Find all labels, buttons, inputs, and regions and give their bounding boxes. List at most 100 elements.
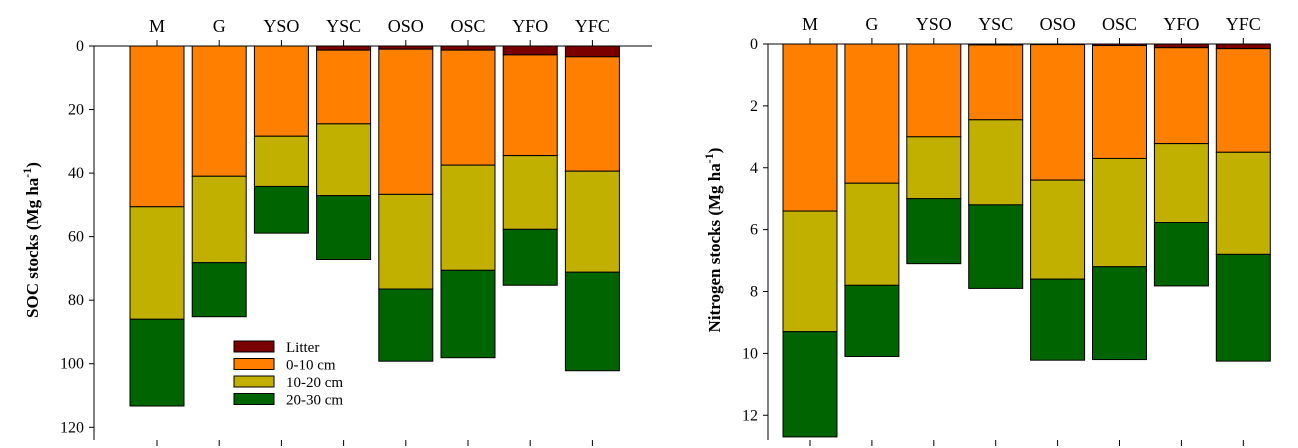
y-tick-label: 80	[68, 292, 84, 309]
y-tick-label: 12	[742, 407, 758, 424]
bar-osc-1	[1092, 45, 1147, 159]
bar-g-3	[191, 262, 247, 318]
bar-osc-3	[1092, 266, 1147, 361]
y-axis-label-close: )	[705, 148, 724, 154]
bar-yfo-2	[502, 155, 558, 230]
y-tick-label: 0	[750, 36, 758, 53]
bar-g-3	[844, 284, 900, 357]
category-label-m: M	[802, 14, 818, 34]
bar-yso-2	[253, 135, 309, 187]
bar-oso-3	[1030, 278, 1086, 361]
y-axis-label-main: Nitrogen stocks (Mg ha	[705, 163, 724, 333]
y-tick-label: 6	[750, 222, 758, 239]
bar-ysc-0	[316, 45, 372, 51]
bar-ysc-3	[968, 204, 1024, 289]
bar-oso-1	[378, 48, 434, 195]
bar-yso-1	[253, 45, 309, 137]
category-label-m: M	[149, 16, 165, 36]
bar-yfo-2	[1153, 143, 1209, 224]
category-label-yso: YSO	[916, 14, 952, 34]
bar-osc-3	[440, 269, 496, 359]
bar-yfo-0	[502, 45, 558, 56]
y-tick-label: 60	[68, 229, 84, 246]
y-axis-label: Nitrogen stocks (Mg ha-1)	[702, 148, 724, 333]
y-tick-label: 4	[750, 160, 758, 177]
y-tick-label: 20	[68, 102, 84, 119]
bar-oso-2	[1030, 179, 1086, 280]
legend-swatch-3	[233, 393, 275, 405]
legend-label-0: Litter	[286, 340, 319, 356]
bar-ysc-1	[316, 49, 372, 125]
y-axis-label-main: SOC stocks (Mg ha	[23, 177, 42, 318]
bar-osc-2	[1092, 157, 1147, 268]
bar-g-2	[844, 182, 900, 286]
bar-g-2	[191, 175, 247, 264]
bar-yfc-2	[1215, 151, 1271, 255]
bar-yfc-1	[1215, 48, 1271, 153]
y-tick-label: 100	[60, 356, 84, 373]
bar-yfo-0	[1153, 43, 1209, 49]
bar-yfc-3	[1215, 253, 1271, 362]
legend-label-2: 10-20 cm	[286, 375, 343, 391]
bar-oso-2	[378, 193, 434, 290]
y-axis-label-close: )	[23, 162, 42, 168]
category-label-osc: OSC	[1102, 14, 1137, 34]
bar-yso-2	[906, 136, 962, 200]
bar-yfo-3	[502, 228, 558, 286]
legend-swatch-2	[233, 375, 275, 388]
bar-yfc-0	[1215, 43, 1271, 50]
bar-m-2	[782, 210, 838, 333]
category-label-yfc: YFC	[575, 16, 610, 36]
bar-yfo-1	[1153, 47, 1209, 145]
bars	[129, 45, 620, 407]
y-tick-label: 120	[60, 419, 84, 436]
legend-swatch-0	[233, 340, 275, 353]
soc-stocks-chart: 0 20 40 60 80 100 120 M G YSO YSC OSO OSC YFO YFC SOC s…	[20, 16, 652, 446]
bar-ysc-1	[968, 44, 1024, 121]
bar-yfc-2	[564, 170, 620, 273]
bar-ysc-2	[968, 119, 1024, 206]
bar-m-3	[129, 318, 185, 407]
y-tick-label: 0	[76, 38, 84, 55]
bar-osc-1	[440, 49, 496, 166]
bar-yso-3	[906, 198, 962, 265]
bar-ysc-3	[316, 195, 372, 261]
legend-label-1: 0-10 cm	[286, 358, 336, 374]
y-axis-label-superscript: -1	[702, 153, 716, 163]
y-tick-label: 10	[742, 345, 758, 362]
bar-osc-2	[440, 164, 496, 271]
category-label-yfc: YFC	[1226, 14, 1261, 34]
category-label-g: G	[213, 16, 226, 36]
category-label-osc: OSC	[450, 16, 485, 36]
bar-yso-3	[253, 185, 309, 234]
y-axis-label-superscript: -1	[20, 168, 34, 178]
bar-ysc-2	[316, 123, 372, 197]
bar-m-1	[782, 43, 838, 212]
category-label-yfo: YFO	[512, 16, 548, 36]
legend-swatch-1	[233, 358, 275, 370]
bar-m-3	[782, 331, 838, 438]
bar-oso-3	[378, 288, 434, 362]
y-tick-label: 2	[750, 98, 758, 115]
bar-yfc-1	[564, 56, 620, 172]
bar-m-1	[129, 45, 185, 208]
y-axis-label: SOC stocks (Mg ha-1)	[20, 162, 42, 318]
bar-yfo-3	[1153, 222, 1209, 287]
category-label-yfo: YFO	[1163, 14, 1199, 34]
category-label-oso: OSO	[1040, 14, 1076, 34]
bar-oso-1	[1030, 44, 1086, 181]
bar-yfc-3	[564, 271, 620, 372]
category-label-oso: OSO	[388, 16, 424, 36]
bars	[782, 43, 1271, 438]
bar-yso-1	[906, 43, 962, 138]
bar-g-1	[191, 45, 247, 177]
category-label-ysc: YSC	[326, 16, 361, 36]
category-label-ysc: YSC	[978, 14, 1013, 34]
bar-yfo-1	[502, 54, 558, 157]
bar-yfc-0	[564, 45, 620, 58]
bar-osc-0	[440, 45, 496, 51]
y-tick-label: 40	[68, 165, 84, 182]
category-label-yso: YSO	[263, 16, 299, 36]
bar-m-2	[129, 206, 185, 320]
